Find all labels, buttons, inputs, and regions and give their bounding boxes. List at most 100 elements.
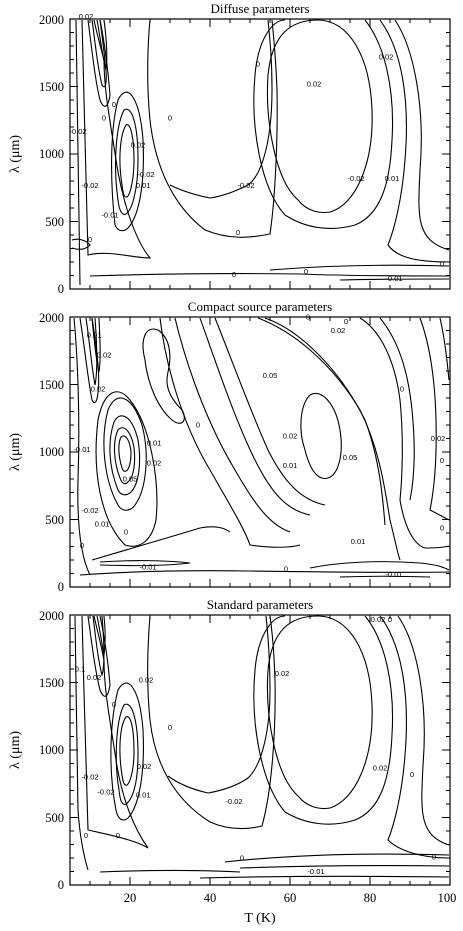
axis-ticks-compact — [70, 316, 451, 588]
contour-line — [339, 278, 450, 281]
contour-level-label: 0 — [196, 421, 200, 430]
contour-level-label: 0.01 — [136, 181, 151, 190]
contour-line — [91, 526, 231, 561]
contour-labels-compact: 0.010.020.02-0.010.010.020.05-0.020.0100… — [73, 313, 445, 579]
contour-level-label: 0.02 — [79, 12, 94, 21]
contour-level-label: -0.02 — [347, 174, 364, 183]
contour-level-label: 0 — [440, 523, 444, 532]
contour-level-label: -0.01 — [385, 570, 402, 579]
contour-level-label: 0.02 — [131, 140, 146, 149]
contour-level-label: 0 — [112, 100, 116, 109]
contour-line — [300, 392, 342, 480]
contour-line — [79, 570, 450, 576]
contour-level-label: 0.02 — [91, 384, 106, 393]
xtick-label-standard-60: 60 — [284, 891, 297, 905]
contour-level-label: -0.02 — [137, 170, 154, 179]
contour-level-label: 0 — [344, 317, 348, 326]
contour-labels-diffuse: -0.020.02000.02-0.020.0100-0.02-0.01-0.0… — [69, 12, 444, 283]
xtick-label-standard-20: 20 — [124, 891, 137, 905]
contour-line — [111, 91, 144, 232]
contour-line — [253, 615, 286, 813]
contour-line — [103, 397, 147, 511]
xlabel-standard: T (K) — [244, 911, 276, 926]
contour-line — [99, 560, 191, 567]
contour-level-label: 0.02 — [431, 434, 446, 443]
contour-level-label: 0.02 — [275, 669, 290, 678]
contour-level-label: 0.02 — [97, 351, 112, 360]
contour-level-label: 0 — [306, 313, 310, 322]
ytick-label-diffuse-2000: 2000 — [39, 13, 64, 27]
ytick-label-compact-1500: 1500 — [39, 378, 64, 392]
contour-level-label: 0.01 — [95, 519, 110, 528]
contour-line — [95, 391, 158, 547]
panel-diffuse: Diffuse parameters 0 500 1000 1500 2000 … — [8, 1, 451, 296]
ylabel-diffuse: λ (μm) — [8, 135, 23, 173]
contour-line — [89, 273, 450, 277]
ytick-label-standard-2000: 2000 — [39, 609, 64, 623]
contour-line — [85, 317, 98, 386]
contour-level-label: 0.02 — [139, 676, 154, 685]
contour-line — [266, 615, 373, 810]
axis-ticks-standard — [70, 614, 451, 886]
ytick-label-compact-1000: 1000 — [39, 445, 64, 459]
contour-level-label: 0 — [102, 113, 106, 122]
contour-line — [87, 615, 111, 697]
contour-level-label: 0.01 — [283, 461, 298, 470]
contour-line — [379, 19, 450, 263]
contour-level-label: 0.1 — [75, 665, 85, 674]
xtick-label-standard-100: 100 — [438, 891, 457, 905]
contour-line — [199, 317, 311, 516]
contour-level-label: 0.01 — [385, 174, 400, 183]
contour-line — [110, 682, 144, 821]
contour-level-label: 0 — [124, 527, 128, 536]
contour-level-label: -0.02 — [225, 797, 242, 806]
contour-level-label: 0.05 — [343, 453, 358, 462]
contour-line — [96, 615, 106, 656]
panel-title-compact: Compact source parameters — [188, 299, 332, 314]
contour-level-label: 0 — [256, 59, 260, 68]
contour-level-label: 0 — [400, 384, 404, 393]
contour-level-label: 0.02 — [283, 432, 298, 441]
contour-level-label: 0 — [440, 456, 444, 465]
ytick-label-standard-1000: 1000 — [39, 743, 64, 757]
contour-line — [214, 317, 326, 506]
contour-line — [142, 328, 185, 424]
ytick-label-compact-500: 500 — [45, 513, 64, 527]
contour-level-label: 0 — [410, 770, 414, 779]
contour-line — [174, 317, 291, 533]
contour-line — [199, 875, 450, 879]
contour-level-label: 0 — [84, 831, 88, 840]
contour-line — [79, 317, 100, 403]
contour-line — [147, 615, 276, 830]
contour-line — [73, 317, 91, 576]
contour-level-label: 0.02 — [373, 763, 388, 772]
contour-line — [397, 615, 450, 846]
contour-line — [239, 865, 450, 869]
contour-lines-compact — [73, 317, 450, 578]
contour-level-label: 0.01 — [87, 330, 102, 339]
ytick-label-diffuse-0: 0 — [58, 282, 64, 296]
contour-level-label: 0.05 — [263, 371, 278, 380]
contour-level-label: 0 — [440, 260, 444, 269]
contour-level-label: 0.02 — [331, 326, 346, 335]
contour-level-label: 0.01 — [136, 790, 151, 799]
contour-level-label: -0.02 — [81, 506, 98, 515]
contour-level-label: -0.01 — [73, 445, 90, 454]
contour-line — [284, 615, 394, 825]
contour-level-label: 0.02 — [137, 762, 152, 771]
contour-level-label: 0.02 — [379, 53, 394, 62]
ytick-label-diffuse-500: 500 — [45, 215, 64, 229]
axis-ticks-diffuse — [70, 18, 451, 290]
contour-line — [118, 435, 132, 472]
contour-line — [394, 19, 450, 251]
contour-level-label: 0.02 — [371, 615, 386, 624]
xtick-label-standard-40: 40 — [204, 891, 217, 905]
contour-level-label: 0 — [240, 854, 244, 863]
contour-line — [167, 615, 271, 794]
panel-title-standard: Standard parameters — [207, 597, 313, 612]
contour-lines-diffuse — [71, 19, 450, 286]
panel-standard: Standard parameters 0 500 1000 1500 2000… — [8, 597, 456, 926]
contour-level-label: 0 — [236, 228, 240, 237]
contour-level-label: -0.02 — [97, 788, 114, 797]
